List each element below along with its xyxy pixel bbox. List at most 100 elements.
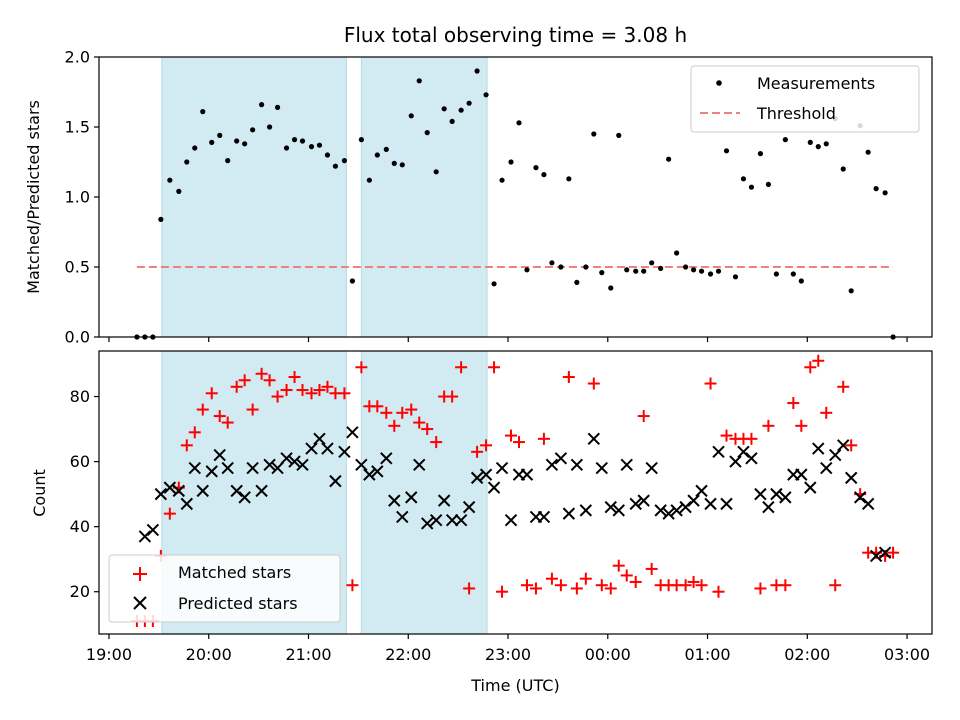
matched-star-point xyxy=(405,403,418,416)
x-tick-label: 19:00 xyxy=(86,645,132,664)
measurement-point xyxy=(242,141,248,147)
predicted-star-point xyxy=(146,523,160,537)
measurement-point xyxy=(732,274,739,280)
measurement-point xyxy=(508,159,514,165)
measurement-point xyxy=(740,176,747,182)
top-x-ticks xyxy=(108,337,908,342)
matched-star-point xyxy=(795,419,808,432)
predicted-star-point xyxy=(479,468,493,481)
measurement-point xyxy=(184,159,190,165)
predicted-star-point xyxy=(795,468,808,481)
measurement-point xyxy=(658,265,664,271)
matched-star-point xyxy=(463,582,476,595)
measurement-point xyxy=(225,158,231,164)
measurement-point xyxy=(815,144,821,150)
matched-star-point xyxy=(604,582,617,595)
predicted-star-point xyxy=(363,468,376,481)
matched-star-point xyxy=(787,397,800,410)
measurement-point xyxy=(666,156,672,162)
matched-star-point xyxy=(280,384,293,397)
top-y-tick-label: 0.5 xyxy=(65,258,90,277)
predicted-star-point xyxy=(405,491,418,504)
measurement-point xyxy=(848,288,854,294)
predicted-star-point xyxy=(587,432,601,446)
measurement-point xyxy=(723,148,730,154)
predicted-star-point xyxy=(770,487,783,501)
predicted-star-point xyxy=(637,494,650,507)
predicted-star-point xyxy=(737,445,750,459)
measurement-point xyxy=(374,152,380,158)
matched-star-point xyxy=(388,419,401,432)
matched-star-point xyxy=(346,579,359,592)
measurement-point xyxy=(158,216,164,222)
measurement-point xyxy=(466,100,472,106)
measurement-point xyxy=(616,132,622,138)
predicted-star-point xyxy=(604,500,617,514)
matched-star-point xyxy=(570,582,583,595)
matched-star-point xyxy=(313,384,326,397)
matched-star-point xyxy=(637,410,650,423)
measurement-point xyxy=(209,139,215,145)
predicted-star-point xyxy=(687,494,700,507)
matched-star-point xyxy=(820,406,833,419)
measurement-point xyxy=(458,107,464,113)
predicted-star-point xyxy=(812,442,825,455)
measurement-point xyxy=(641,268,647,274)
predicted-star-point xyxy=(645,461,658,475)
matched-star-point xyxy=(779,579,792,592)
bottom-x-ticks: 19:00 20:00 21:00 22:00 23:00 00:00 01:00 02:00… xyxy=(86,634,930,664)
predicted-star-point xyxy=(213,448,226,462)
bottom-legend-box xyxy=(108,554,341,623)
measurement-point xyxy=(176,188,182,194)
measurement-point xyxy=(690,267,697,273)
x-tick-label: 01:00 xyxy=(684,645,730,664)
bottom-panel: 20 40 60 80 19:00 20:00 21:00 22:00 23:00 00:00 0… xyxy=(30,350,933,695)
measurement-point xyxy=(748,184,755,190)
measurement-point xyxy=(167,177,173,183)
measurement-point xyxy=(441,106,447,112)
measurement-point xyxy=(291,137,298,143)
measurement-point xyxy=(283,145,290,151)
measurement-point xyxy=(259,102,265,108)
measurement-point xyxy=(234,138,240,144)
top-panel: 0.00.51.01.52.0 Matched/Predicted stars … xyxy=(24,48,933,347)
matched-star-point xyxy=(812,354,825,367)
measurement-point xyxy=(416,78,422,84)
matched-star-point xyxy=(562,371,575,384)
matched-star-point xyxy=(829,579,842,592)
x-tick-label: 20:00 xyxy=(186,645,232,664)
predicted-star-point xyxy=(495,461,509,475)
measurement-point xyxy=(516,120,522,126)
legend-threshold-label: Threshold xyxy=(756,104,836,123)
predicted-star-point xyxy=(346,426,359,439)
matched-star-point xyxy=(595,579,608,592)
predicted-star-point xyxy=(355,458,368,472)
measurement-point xyxy=(823,141,829,147)
predicted-star-point xyxy=(280,452,293,465)
predicted-star-point xyxy=(163,481,177,494)
matched-star-point xyxy=(338,387,351,400)
measurement-point xyxy=(608,285,614,291)
measurement-point xyxy=(674,250,680,256)
measurement-point xyxy=(433,169,439,175)
x-tick-label: 00:00 xyxy=(585,645,631,664)
predicted-star-point xyxy=(554,452,568,465)
predicted-star-point xyxy=(612,504,625,517)
predicted-star-point xyxy=(504,513,518,527)
matched-star-point xyxy=(380,406,393,419)
matched-star-point xyxy=(720,429,733,442)
predicted-star-point xyxy=(196,484,209,498)
measurement-point xyxy=(424,130,430,136)
predicted-star-point xyxy=(180,497,193,511)
predicted-star-point xyxy=(413,458,426,472)
predicted-star-point xyxy=(745,452,758,465)
measurement-point xyxy=(274,104,281,110)
matched-star-point xyxy=(355,361,368,374)
predicted-star-point xyxy=(579,504,593,517)
measurement-point xyxy=(358,137,364,143)
measurement-point xyxy=(524,267,530,273)
legend-predicted-marker xyxy=(133,596,147,610)
measurement-point xyxy=(682,264,689,270)
measurement-point xyxy=(840,166,846,172)
